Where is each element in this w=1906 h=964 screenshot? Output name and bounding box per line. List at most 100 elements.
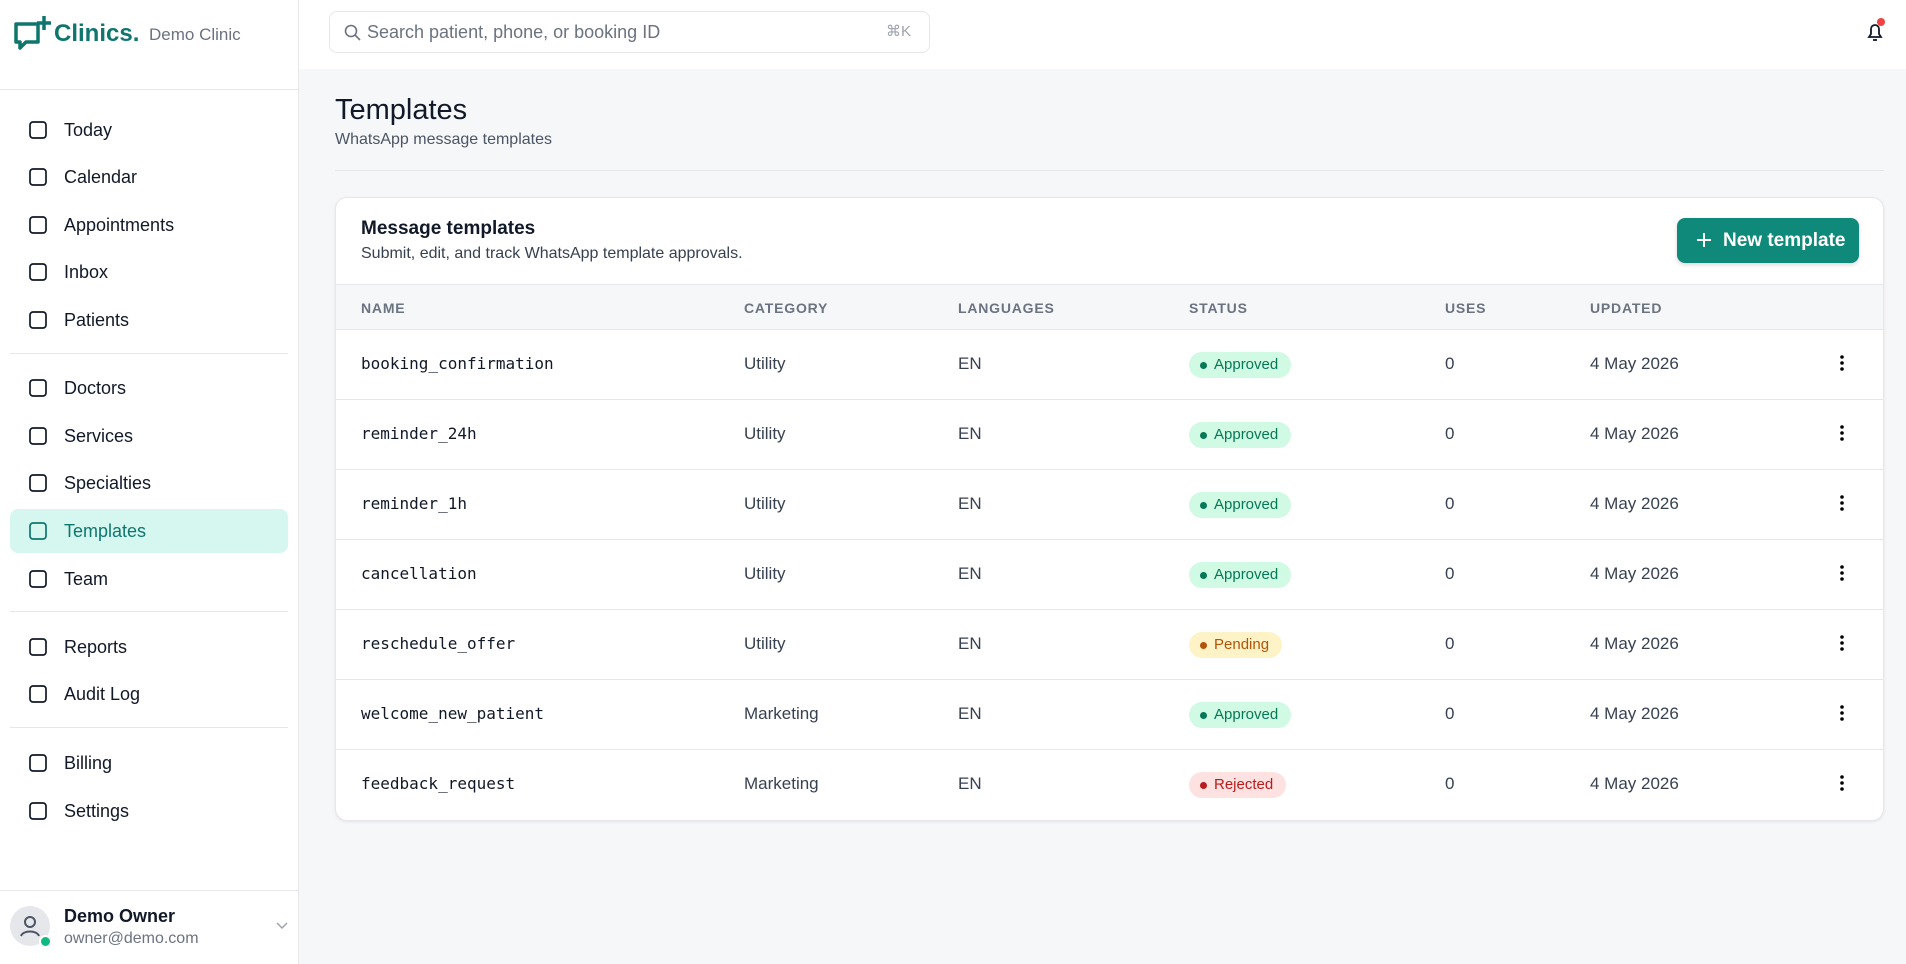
table-row: welcome_new_patient Marketing EN Approved 0 4… (336, 679, 1883, 749)
cell: 0 (1445, 564, 1455, 583)
column-header: CATEGORY (744, 300, 829, 316)
table-row: reschedule_offer Utility EN Pending 0 4 May 2… (336, 609, 1883, 679)
cell: EN (958, 774, 982, 793)
nav-label: Patients (64, 310, 130, 330)
cell: cancellation (361, 564, 477, 583)
cell: feedback_request (361, 774, 516, 793)
nav-label: Billing (64, 753, 113, 773)
avatar[interactable] (10, 906, 52, 948)
column-header: USES (1445, 300, 1487, 316)
search-box[interactable]: Search patient, phone, or booking ID ⌘K (329, 11, 930, 53)
cell: Utility (744, 564, 786, 583)
nav-item[interactable]: Billing (10, 741, 288, 785)
cell: Utility (744, 424, 786, 443)
nav-label: Doctors (64, 378, 127, 398)
divider (10, 611, 288, 612)
cell: 0 (1445, 424, 1455, 443)
nav-item[interactable]: Inbox (10, 250, 288, 294)
new-template-button[interactable]: New template (1677, 218, 1859, 263)
nav-item[interactable]: Audit Log (10, 672, 288, 716)
cell: 4 May 2026 (1590, 704, 1679, 723)
row-menu[interactable] (1838, 703, 1846, 723)
table-header (336, 284, 1883, 329)
nav-label: Today (64, 120, 113, 140)
topbar: Search patient, phone, or booking ID ⌘K (299, 0, 1906, 69)
cell: 0 (1445, 704, 1455, 723)
cell: EN (958, 494, 982, 513)
row-menu[interactable] (1838, 353, 1846, 373)
status-badge: Approved (1189, 562, 1292, 588)
cell: EN (958, 424, 982, 443)
nav-label: Calendar (64, 167, 138, 187)
row-menu[interactable] (1838, 773, 1846, 793)
status-badge: Approved (1189, 422, 1292, 448)
column-header: NAME (361, 300, 406, 316)
page-title: Templates (335, 94, 468, 126)
page-subtitle: WhatsApp message templates (335, 131, 552, 148)
cell: reschedule_offer (361, 634, 516, 653)
nav-item[interactable]: Patients (10, 298, 288, 342)
chevron[interactable] (276, 921, 288, 931)
nav-label: Specialties (64, 473, 152, 493)
nav-label: Templates (64, 521, 147, 541)
clinic-name: Demo Clinic (149, 25, 241, 44)
nav-item[interactable]: Calendar (10, 155, 288, 199)
cell: EN (958, 564, 982, 583)
column-header: UPDATED (1590, 300, 1663, 316)
table-row: booking_confirmation Utility EN Approved 0 4 … (336, 329, 1883, 399)
cell: 0 (1445, 774, 1455, 793)
status-badge: Approved (1189, 492, 1292, 518)
cell: reminder_24h (361, 424, 477, 443)
nav-item[interactable]: Team (10, 557, 288, 601)
nav-item[interactable]: Appointments (10, 203, 288, 247)
cell: Utility (744, 494, 786, 513)
table-row: feedback_request Marketing EN Rejected 0 4 Ma… (336, 749, 1883, 819)
nav-item[interactable]: Today (10, 108, 288, 152)
cell: 4 May 2026 (1590, 634, 1679, 653)
nav-item[interactable]: Templates (10, 509, 288, 553)
cell: Utility (744, 634, 786, 653)
card-subtitle: Submit, edit, and track WhatsApp templat… (361, 245, 743, 262)
divider (10, 727, 288, 728)
row-menu[interactable] (1838, 633, 1846, 653)
divider (0, 89, 299, 90)
status-badge: Approved (1189, 702, 1292, 728)
cell: 0 (1445, 634, 1455, 653)
row-menu[interactable] (1838, 423, 1846, 443)
card-title: Message templates (361, 218, 536, 239)
column-header: STATUS (1189, 300, 1248, 316)
column-header: LANGUAGES (958, 300, 1055, 316)
cell: EN (958, 354, 982, 373)
divider (0, 890, 299, 891)
nav-label: Reports (64, 637, 128, 657)
logo-icon (14, 16, 51, 50)
button-label: New template (1723, 230, 1846, 251)
user-email: owner@demo.com (64, 930, 199, 947)
nav-item[interactable]: Reports (10, 625, 288, 669)
nav-item[interactable]: Doctors (10, 366, 288, 410)
cell: 4 May 2026 (1590, 564, 1679, 583)
row-menu[interactable] (1838, 493, 1846, 513)
cell: reminder_1h (361, 494, 467, 513)
cell: 0 (1445, 494, 1455, 513)
nav-label: Settings (64, 801, 130, 821)
nav-item[interactable]: Specialties (10, 461, 288, 505)
search-placeholder: Search patient, phone, or booking ID (367, 22, 661, 42)
cell: 4 May 2026 (1590, 354, 1679, 373)
cell: booking_confirmation (361, 354, 554, 373)
cell: 4 May 2026 (1590, 774, 1679, 793)
cell: welcome_new_patient (361, 704, 545, 723)
status-badge: Approved (1189, 352, 1292, 378)
nav-item[interactable]: Settings (10, 789, 288, 833)
notifications[interactable] (1861, 18, 1889, 46)
shortcut: ⌘K (885, 23, 911, 40)
nav-item[interactable]: Services (10, 414, 288, 458)
cell: Marketing (744, 774, 819, 793)
divider (335, 170, 1884, 171)
status-badge: Pending (1189, 632, 1283, 658)
table-row: cancellation Utility EN Approved 0 4 May 2026 (336, 539, 1883, 609)
nav-label: Services (64, 426, 134, 446)
logo: Clinics. (54, 20, 140, 47)
cell: Marketing (744, 704, 819, 723)
row-menu[interactable] (1838, 563, 1846, 583)
